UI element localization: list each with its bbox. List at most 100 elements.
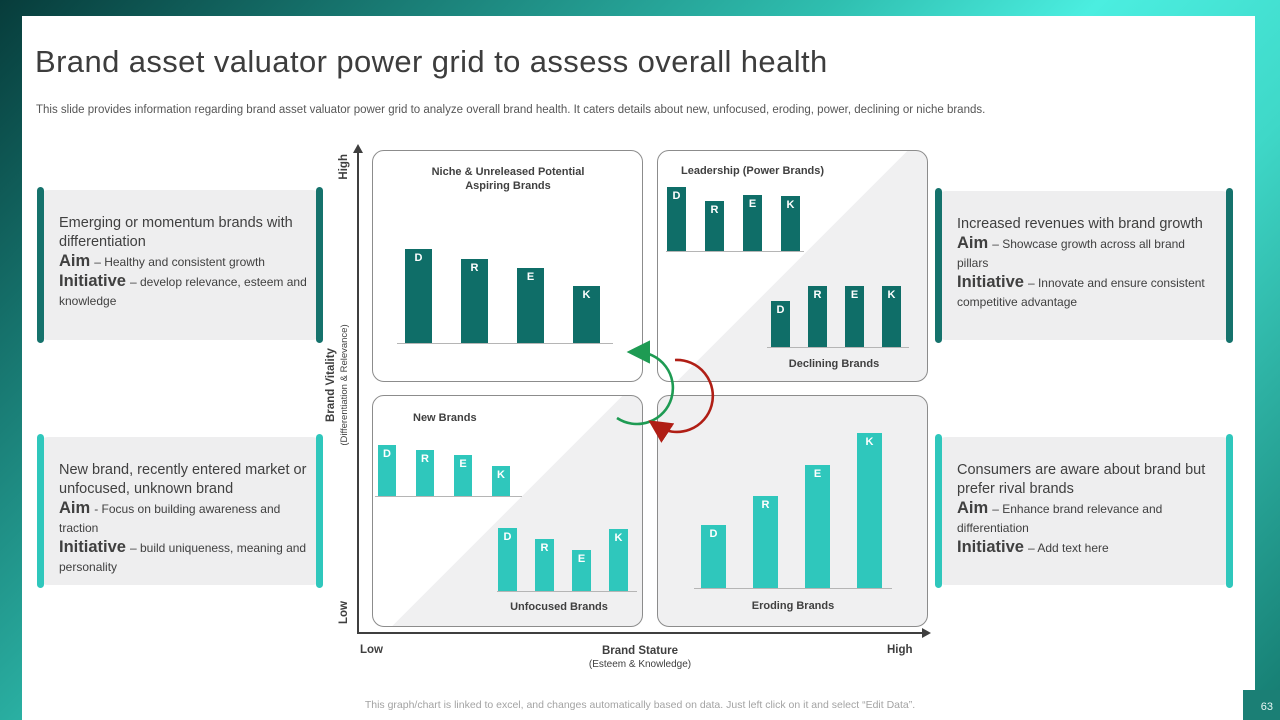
bar-letter-label: D	[503, 531, 512, 543]
bar-letter-label: R	[470, 262, 479, 274]
bar-letter-label: R	[813, 289, 822, 301]
bar-d: D	[701, 525, 726, 588]
bar-d: D	[498, 528, 517, 591]
bar-group-eroding: D R E K	[701, 433, 882, 588]
chart-baseline	[666, 251, 804, 252]
initiative-text: – Innovate and ensure consistent competi…	[957, 276, 1205, 309]
bar-letter-label: K	[887, 289, 896, 301]
bar-r: R	[705, 201, 724, 251]
bar-letter-label: E	[459, 458, 467, 470]
y-axis-arrow-icon	[353, 144, 363, 153]
bar-d: D	[378, 445, 396, 496]
callout-increased-revenues: Increased revenues with brand growth Aim…	[935, 188, 1233, 343]
chart-title-leadership: Leadership (Power Brands)	[681, 165, 825, 177]
footer-note: This graph/chart is linked to excel, and…	[364, 699, 916, 711]
chart-baseline	[694, 588, 892, 589]
initiative-label: Initiative	[957, 538, 1024, 556]
bar-d: D	[667, 187, 686, 251]
callout-emerging-brands: Emerging or momentum brands with differe…	[37, 187, 323, 343]
callout-new-brand: New brand, recently entered market or un…	[37, 434, 323, 588]
bar-letter-label: E	[748, 198, 757, 210]
x-axis-arrow-icon	[922, 628, 931, 638]
chart-title-declining: Declining Brands	[788, 358, 880, 370]
bar-letter-label: E	[526, 271, 535, 283]
bar-letter-label: R	[421, 453, 429, 465]
bar-letter-label: D	[383, 448, 391, 460]
page-title: Brand asset valuator power grid to asses…	[35, 44, 828, 79]
y-axis-high-label: High	[338, 154, 350, 180]
x-axis-title: Brand Stature (Esteem & Knowledge)	[500, 644, 780, 672]
bar-letter-label: R	[761, 499, 770, 511]
y-axis-title: Brand Vitality (Differentiation & Releva…	[325, 295, 351, 475]
chart-baseline	[497, 591, 637, 592]
initiative-label: Initiative	[957, 273, 1024, 291]
quadrant-eroding: D R E K Eroding Brands	[657, 395, 928, 627]
bar-r: R	[535, 539, 554, 591]
bar-e: E	[845, 286, 864, 347]
callout-text: Consumers are aware about brand but pref…	[936, 437, 1232, 558]
chart-title-new-brands: New Brands	[413, 412, 477, 424]
bar-letter-label: R	[540, 542, 549, 554]
bar-letter-label: K	[497, 469, 505, 481]
bar-r: R	[461, 259, 488, 343]
y-axis-line	[357, 152, 359, 634]
x-axis-line	[357, 632, 923, 634]
aim-text: - Focus on building awareness and tracti…	[59, 502, 281, 535]
callout-title: Consumers are aware about brand but pref…	[957, 462, 1206, 497]
page-number: 63	[1260, 701, 1273, 713]
bar-e: E	[805, 465, 830, 588]
bar-letter-label: R	[710, 204, 719, 216]
bar-letter-label: D	[776, 304, 785, 316]
bar-letter-label: K	[865, 436, 874, 448]
bar-letter-label: K	[582, 289, 591, 301]
bar-letter-label: E	[850, 289, 859, 301]
bar-e: E	[743, 195, 762, 251]
bar-k: K	[573, 286, 600, 343]
aim-label: Aim	[957, 234, 989, 252]
bar-group-leadership: D R E K	[667, 187, 800, 251]
bar-e: E	[572, 550, 591, 591]
bar-d: D	[405, 249, 432, 343]
callout-text: Increased revenues with brand growth Aim…	[936, 191, 1232, 312]
quadrant-new-unfocused: New Brands D R E K D R E K Unfocused Brands	[372, 395, 643, 627]
chart-baseline	[397, 343, 613, 344]
aim-text: – Healthy and consistent growth	[94, 255, 265, 269]
aim-text: – Enhance brand relevance and differenti…	[957, 502, 1163, 535]
bar-letter-label: E	[813, 468, 822, 480]
x-axis-high-label: High	[887, 644, 913, 656]
bar-k: K	[857, 433, 882, 588]
x-axis-title-sub: (Esteem & Knowledge)	[588, 659, 692, 670]
callout-text: New brand, recently entered market or un…	[38, 437, 322, 577]
bar-group-declining: D R E K	[771, 286, 901, 347]
y-axis-low-label: Low	[338, 601, 350, 624]
chart-title-unfocused: Unfocused Brands	[510, 601, 608, 613]
bar-r: R	[416, 450, 434, 496]
callout-title: New brand, recently entered market or un…	[59, 462, 307, 497]
y-axis-title-sub: (Differentiation & Relevance)	[339, 324, 350, 446]
page-number-box	[1243, 690, 1280, 720]
callout-consumers-aware: Consumers are aware about brand but pref…	[935, 434, 1233, 588]
x-axis-title-main: Brand Stature	[601, 645, 679, 657]
page-subtitle: This slide provides information regardin…	[36, 104, 986, 116]
bar-letter-label: D	[672, 190, 681, 202]
chart-baseline	[767, 347, 909, 348]
bar-letter-label: D	[709, 528, 718, 540]
bar-letter-label: K	[786, 199, 795, 211]
bar-k: K	[492, 466, 510, 496]
chart-title-niche: Niche & Unreleased Potential Aspiring Br…	[431, 166, 585, 192]
bar-group-unfocused: D R E K	[498, 528, 628, 591]
bar-r: R	[753, 496, 778, 588]
bar-letter-label: E	[577, 553, 586, 565]
aim-label: Aim	[59, 499, 91, 517]
x-axis-low-label: Low	[360, 644, 383, 656]
bar-d: D	[771, 301, 790, 347]
chart-baseline	[375, 496, 522, 497]
aim-label: Aim	[59, 252, 91, 270]
initiative-label: Initiative	[59, 538, 126, 556]
chart-title-eroding: Eroding Brands	[751, 600, 835, 612]
bar-k: K	[781, 196, 800, 251]
bar-letter-label: D	[414, 252, 423, 264]
bar-e: E	[517, 268, 544, 343]
bar-r: R	[808, 286, 827, 347]
